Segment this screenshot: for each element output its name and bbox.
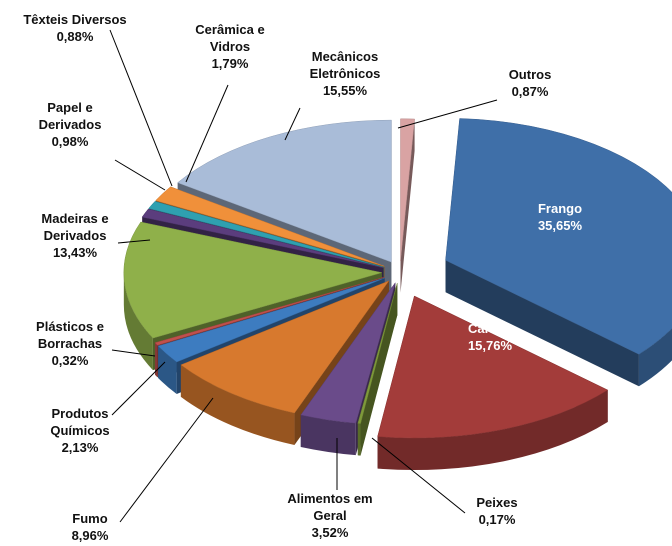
leader-line [371, 437, 466, 514]
slice-side [300, 414, 356, 456]
value-label: 3,52% [311, 525, 349, 540]
slice-side [377, 390, 608, 471]
slice [141, 208, 384, 268]
leader-line [109, 29, 173, 187]
category-name: Plásticos e Borrachas [36, 319, 104, 351]
value-label: 15,55% [322, 83, 368, 98]
slice-label: Carnes 15,76% [440, 320, 540, 354]
slice-label: Outros 0,87% [490, 66, 570, 100]
slice-label: Produtos Químicos 2,13% [25, 405, 135, 456]
category-name: Peixes [476, 495, 518, 510]
slice [377, 295, 609, 439]
category-name: Cerâmica e Vidros [195, 22, 265, 54]
category-name: Papel e Derivados [38, 100, 102, 132]
category-name: Frango [537, 201, 583, 216]
slice [400, 118, 415, 261]
slice [123, 221, 382, 339]
value-label: 15,76% [467, 338, 513, 353]
slice-face [400, 119, 415, 293]
value-label: 0,17% [478, 512, 516, 527]
leader-line [111, 349, 156, 357]
slice [154, 277, 385, 346]
slice-label: Frango 35,65% [510, 200, 610, 234]
leader-line [119, 397, 214, 523]
value-label: 0,87% [511, 84, 549, 99]
leader-line [111, 361, 166, 416]
slice-side [357, 423, 361, 456]
value-label: 0,98% [51, 134, 89, 149]
slice-side [123, 272, 153, 371]
slice-side [158, 346, 177, 395]
value-label: 8,96% [71, 528, 109, 543]
category-name: Fumo [72, 511, 108, 526]
category-name: Madeiras e Derivados [41, 211, 109, 243]
slice-label: Papel e Derivados 0,98% [20, 99, 120, 150]
slice [445, 118, 672, 355]
slice [357, 283, 398, 424]
category-name: Outros [508, 67, 552, 82]
value-label: 1,79% [211, 56, 249, 71]
leader-line [397, 99, 498, 129]
slice-label: Madeiras e Derivados 13,43% [20, 210, 130, 261]
slice-side [638, 328, 672, 387]
category-name: Alimentos em Geral [287, 491, 373, 523]
value-label: 35,65% [537, 218, 583, 233]
slice-label: Peixes 0,17% [457, 494, 537, 528]
slice [155, 186, 385, 267]
leader-line [284, 107, 301, 141]
slice [157, 277, 385, 363]
leader-line [117, 239, 151, 244]
slice-face [445, 260, 639, 387]
value-label: 0,32% [51, 353, 89, 368]
slice [148, 201, 384, 268]
category-name: Produtos Químicos [50, 406, 110, 438]
slice-side [154, 342, 158, 378]
slice-label: Têxteis Diversos 0,88% [5, 11, 145, 45]
category-name: Mecânicos Eletrônicos [309, 49, 381, 81]
slice-label: Cerâmica e Vidros 1,79% [180, 21, 280, 72]
category-name: Carnes [467, 321, 513, 336]
slice [300, 282, 396, 424]
slice-face [357, 283, 398, 456]
leader-line [185, 84, 229, 183]
slice [177, 119, 392, 263]
slice-label: Plásticos e Borrachas 0,32% [20, 318, 120, 369]
value-label: 13,43% [52, 245, 98, 260]
slice [180, 280, 390, 414]
slice-label: Mecânicos Eletrônicos 15,55% [290, 48, 400, 99]
slice-label: Fumo 8,96% [50, 510, 130, 544]
slice-label: Alimentos em Geral 3,52% [270, 490, 390, 541]
category-name: Têxteis Diversos [23, 12, 127, 27]
leader-line [114, 159, 166, 191]
value-label: 2,13% [61, 440, 99, 455]
value-label: 0,88% [56, 29, 94, 44]
slice-side [180, 364, 295, 446]
